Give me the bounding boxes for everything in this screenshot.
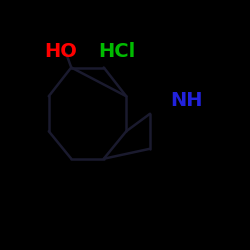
Text: HO: HO xyxy=(44,42,76,61)
Text: HCl: HCl xyxy=(99,42,136,61)
Text: NH: NH xyxy=(170,90,202,110)
